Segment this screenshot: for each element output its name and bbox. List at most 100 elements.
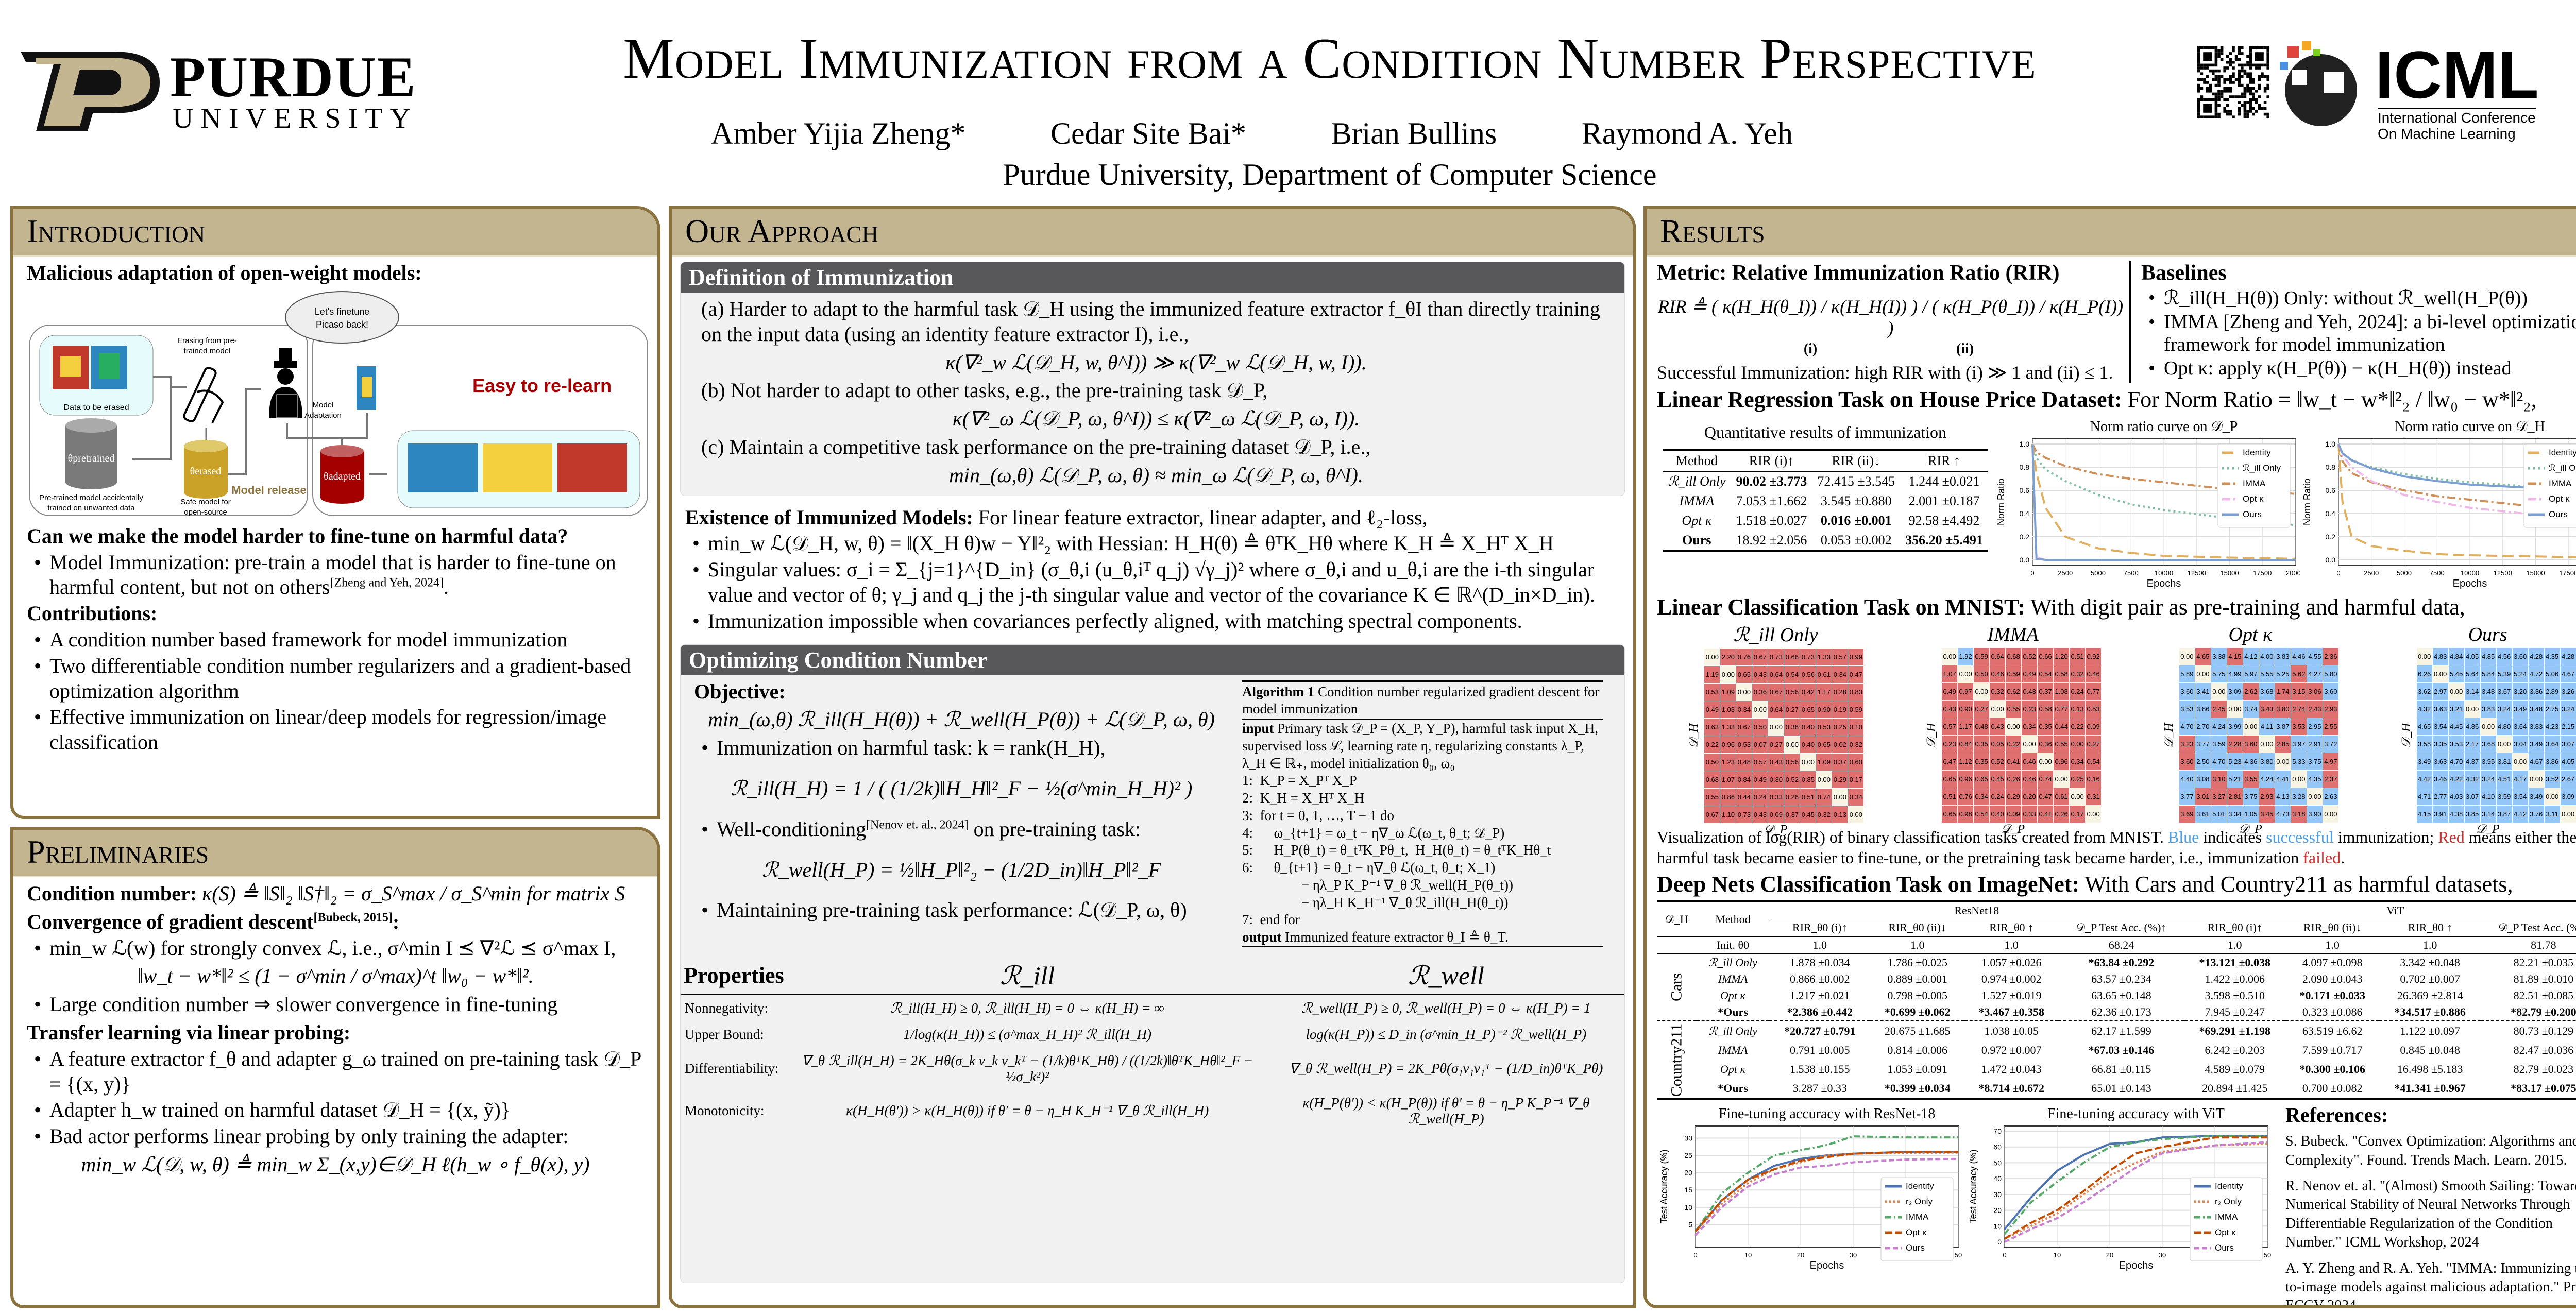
qr-module xyxy=(2217,83,2221,87)
table-cell: Ours xyxy=(1682,533,1711,548)
bullet: Effective immunization on linear/deep mo… xyxy=(32,705,644,755)
qr-module xyxy=(2249,58,2252,61)
heatmap-cell: 2.70 xyxy=(2195,718,2211,735)
heatmap-cell: 3.49 xyxy=(2528,788,2544,805)
qr-module xyxy=(2241,83,2244,87)
qr-module xyxy=(2206,58,2209,61)
x-tick-label: 10 xyxy=(1744,1251,1752,1259)
heatmap-cell: 4.17 xyxy=(2512,771,2528,788)
heatmap-cell: 3.77 xyxy=(2179,788,2195,805)
axis-label: 𝒟_P xyxy=(1764,823,1788,837)
qr-module xyxy=(2232,49,2235,53)
heatmap-cell: 5.62 xyxy=(2291,665,2307,682)
qr-module xyxy=(2241,66,2244,70)
qr-code-icon[interactable] xyxy=(2197,41,2269,129)
qr-module xyxy=(2209,52,2212,55)
heatmap-cell: 0.17 xyxy=(1848,771,1864,788)
text: With digit pair as pre-training and harm… xyxy=(2025,594,2465,620)
heatmap-cell: 2.43 xyxy=(2307,701,2323,718)
qr-module xyxy=(2209,55,2212,58)
heatmap-cell: 0.35 xyxy=(2038,718,2054,735)
dataset-label: Country211 xyxy=(1668,1023,1685,1097)
qr-module xyxy=(2266,63,2269,67)
heatmap-cell: 5.75 xyxy=(2211,665,2227,682)
figure-label: open-source xyxy=(184,508,227,517)
table-cell: *0.399 ±0.034 xyxy=(1884,1081,1951,1095)
qr-module xyxy=(2214,104,2218,107)
qr-module xyxy=(2209,46,2212,49)
heatmap-cell: 3.41 xyxy=(2195,683,2211,700)
qr-module xyxy=(2229,63,2232,67)
heatmap-cell: 4.85 xyxy=(2480,648,2496,665)
malicious-adaptation-figure: Data to be erased Erasing from pre- trai… xyxy=(29,291,648,517)
heatmap-cell: 3.52 xyxy=(2544,771,2560,788)
qr-module xyxy=(2261,55,2264,58)
table-cell: 1.0 xyxy=(2325,938,2340,951)
y-tick-label: 20 xyxy=(1993,1206,2002,1215)
bullet: min_w ℒ(𝒟_H, w, θ) = ‖(X_H θ)w − Y‖²₂ wi… xyxy=(690,531,1620,556)
qr-module xyxy=(2238,72,2241,75)
heatmap-cell: 3.59 xyxy=(2496,788,2512,805)
qr-module xyxy=(2209,98,2212,101)
heatmap-cell: 4.35 xyxy=(2544,648,2560,665)
label: Objective: xyxy=(694,679,786,703)
table-cell: 0.845 ±0.048 xyxy=(2400,1043,2460,1056)
qr-module xyxy=(2214,55,2218,58)
qr-module xyxy=(2249,49,2252,53)
affiliation: Purdue University, Department of Compute… xyxy=(1003,158,1657,192)
table-cell: ℛ_ill Only xyxy=(1708,956,1758,969)
qr-module xyxy=(2249,98,2252,101)
y-tick-label: 0.8 xyxy=(2020,463,2030,471)
table-cell: 356.20 ±5.491 xyxy=(1905,533,1983,548)
qr-module xyxy=(2203,98,2206,101)
table-cell: *8.714 ±0.672 xyxy=(1978,1081,2044,1095)
heatmap-cell: 0.00 xyxy=(2560,806,2576,823)
qr-module xyxy=(2229,95,2232,98)
label: (i) xyxy=(1803,341,1818,357)
qr-module xyxy=(2203,110,2206,113)
y-tick-label: 20 xyxy=(1684,1169,1692,1177)
table-cell: 1.244 ±0.021 xyxy=(1908,474,1980,489)
table-cell: *2.386 ±0.442 xyxy=(1787,1005,1853,1018)
qr-module xyxy=(2197,78,2200,81)
qr-module xyxy=(2212,63,2215,67)
table-cell: 82.47 ±0.036 xyxy=(2513,1043,2574,1056)
heatmap-grid: 0.00 4.65 3.38 4.15 4.12 4.00 3.83 4.46 4.55 2.36… xyxy=(2179,648,2338,823)
heatmap-cell: 3.21 xyxy=(2448,701,2464,718)
qr-module xyxy=(2214,98,2218,101)
qr-module xyxy=(2232,81,2235,84)
column-header: 𝒟_P Test Acc. (%)↑ xyxy=(2498,921,2576,934)
heatmap-cell: 0.65 xyxy=(1942,771,1958,788)
heatmap-cell: 0.74 xyxy=(2038,771,2054,788)
heatmap-cell: 5.64 xyxy=(2464,665,2480,682)
x-tick-label: 5000 xyxy=(2397,569,2412,577)
heatmap-cell: 0.26 xyxy=(2054,806,2070,823)
legend-label: r₂ Only xyxy=(2215,1197,2242,1206)
heatmap-cell: 0.36 xyxy=(1752,684,1768,701)
definition-item: (c) Maintain a competitive task performa… xyxy=(701,435,1371,458)
heatmap-cell: 0.53 xyxy=(1816,719,1832,736)
qr-module xyxy=(2217,75,2221,78)
legend-label: Opt κ xyxy=(1906,1227,1927,1237)
heatmap-cell: 3.54 xyxy=(2512,788,2528,805)
qr-module xyxy=(2238,69,2241,73)
qr-module xyxy=(2229,78,2232,81)
legend-box xyxy=(2190,1177,2263,1261)
table-cell: 3.342 ±0.048 xyxy=(2400,956,2460,969)
heatmap-cell: 0.85 xyxy=(1800,771,1816,788)
heatmap-cell: 0.09 xyxy=(1768,806,1784,823)
icml-mark-icon xyxy=(2280,41,2357,126)
heatmap-cell: 5.97 xyxy=(2243,665,2259,682)
heatmap-cell: 0.50 xyxy=(1752,719,1768,736)
column-group-header: ViT xyxy=(2184,901,2576,919)
y-axis-label: Test Accuracy (%) xyxy=(1968,1150,1978,1224)
heatmap-cell: 3.77 xyxy=(2195,736,2211,753)
qr-module xyxy=(2238,107,2241,110)
heatmap-cell: 0.43 xyxy=(2022,683,2038,700)
heatmap-cell: 4.12 xyxy=(2243,648,2259,665)
table-cell: 7.945 ±0.247 xyxy=(2205,1005,2265,1018)
x-tick-label: 20000 xyxy=(2286,569,2300,577)
bullet: A feature extractor f_θ and adapter g_ω … xyxy=(32,1047,644,1097)
heatmap-cell: 0.32 xyxy=(1990,683,2006,700)
legend-label: Opt κ xyxy=(2549,494,2570,504)
